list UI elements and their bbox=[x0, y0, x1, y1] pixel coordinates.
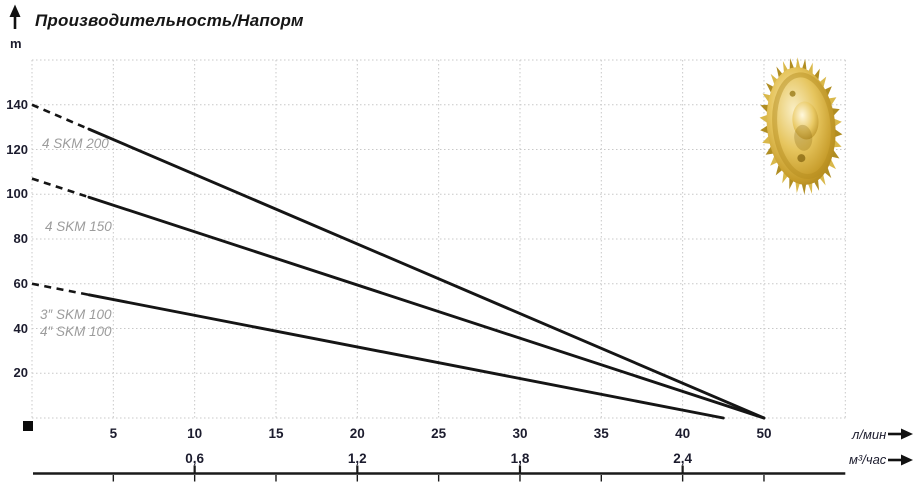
page-title: Производительность/Напорм bbox=[35, 11, 304, 30]
impeller-hole bbox=[797, 154, 806, 163]
y-tick-label: 40 bbox=[13, 320, 28, 336]
x-secondary-tick-label: 1,8 bbox=[510, 451, 530, 466]
arrow-right-icon bbox=[888, 428, 913, 440]
pump-curve-dashed-segment bbox=[31, 282, 90, 297]
pump-curve-dashed-segment bbox=[31, 177, 90, 199]
impeller-hole bbox=[789, 90, 796, 97]
impeller-vane bbox=[795, 57, 801, 70]
impeller-hub bbox=[792, 101, 819, 140]
impeller-vane bbox=[801, 182, 807, 195]
brass-pump-impeller bbox=[759, 57, 843, 195]
impeller-shading bbox=[794, 124, 813, 151]
y-tick-label: 100 bbox=[6, 186, 28, 202]
x-secondary-tick-label: 1,2 bbox=[347, 451, 367, 466]
arrow-up-icon bbox=[9, 4, 21, 29]
impeller-vane bbox=[819, 76, 827, 89]
x-tick-label: 5 bbox=[109, 426, 118, 441]
y-axis-unit-label: m bbox=[10, 36, 22, 51]
impeller-vane bbox=[760, 104, 769, 113]
x-axis-primary-unit-label: л/мин bbox=[852, 427, 887, 442]
x-secondary-tick-label: 2,4 bbox=[673, 451, 693, 466]
pump-curve-dashed-segment bbox=[31, 103, 90, 131]
impeller-vane bbox=[834, 128, 843, 138]
series-label: 4″ SKM 100 bbox=[40, 324, 112, 339]
series-label: 4 SKM 200 bbox=[42, 136, 109, 151]
impeller-vane bbox=[760, 125, 769, 134]
pump-curve bbox=[87, 195, 766, 420]
impeller-vane bbox=[759, 114, 768, 124]
impeller-vane bbox=[789, 58, 795, 71]
x-tick-label: 20 bbox=[349, 426, 365, 441]
y-tick-label: 60 bbox=[13, 275, 28, 291]
x-tick-label: 35 bbox=[593, 426, 609, 441]
y-tick-label: 120 bbox=[6, 141, 28, 157]
series-label: 3″ SKM 100 bbox=[40, 307, 112, 322]
y-tick-label: 140 bbox=[6, 96, 28, 112]
origin-square-marker bbox=[23, 421, 33, 431]
y-tick-label: 80 bbox=[13, 231, 28, 246]
x-axis-secondary-unit-label: м³/час bbox=[849, 452, 887, 467]
x-tick-label: 15 bbox=[268, 426, 284, 441]
impeller-vane bbox=[807, 181, 813, 194]
impeller-vane bbox=[833, 118, 842, 127]
impeller-vane bbox=[775, 163, 783, 176]
x-tick-label: 30 bbox=[512, 426, 528, 441]
arrow-right-icon bbox=[888, 454, 913, 466]
impeller-vane bbox=[770, 155, 778, 166]
impeller-vane bbox=[824, 86, 832, 97]
pump-curve bbox=[87, 127, 766, 420]
x-tick-label: 25 bbox=[431, 426, 447, 441]
y-tick-label: 20 bbox=[13, 365, 28, 381]
pump-curve bbox=[87, 293, 725, 420]
x-tick-label: 40 bbox=[675, 426, 691, 441]
x-tick-label: 10 bbox=[187, 426, 203, 441]
impeller-vane-ring bbox=[772, 72, 836, 179]
x-tick-label: 50 bbox=[756, 426, 772, 441]
series-label: 4 SKM 150 bbox=[45, 219, 112, 234]
x-secondary-tick-label: 0,6 bbox=[185, 451, 205, 466]
impeller-vane bbox=[833, 139, 842, 148]
